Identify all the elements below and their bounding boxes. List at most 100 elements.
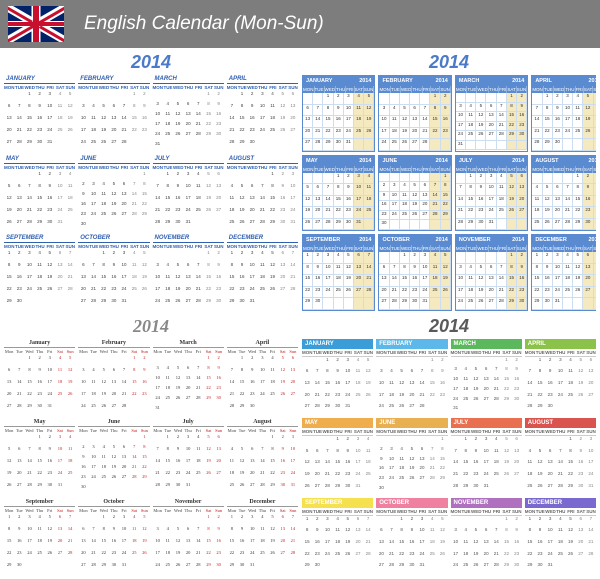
day-grid: 1234567891011121314151617181920212223242… xyxy=(78,514,149,575)
day-grid: 1234567891011121314151617181920212223242… xyxy=(4,514,75,575)
month-name: MARCH xyxy=(451,339,522,349)
month-july: JULYMONTUEWEDTHUFRISATSUN123456789101112… xyxy=(153,155,224,232)
month-name: DECEMBER xyxy=(525,498,596,508)
month-may: MAYMONTUEWEDTHUFRISATSUN1234567891011121… xyxy=(302,418,373,495)
day-headers: MONTUEWEDTHUFRISATSUN xyxy=(376,508,447,516)
day-grid: 1234567891011121314151617181920212223242… xyxy=(532,93,596,151)
day-headers: MONTUEWEDTHUFRISATSUN xyxy=(303,86,374,93)
day-headers: MONTUEWEDTHUFRISATSUN xyxy=(456,245,527,252)
month-december: DecemberMonTueWedThuFriSatSun12345678910… xyxy=(227,498,298,575)
day-grid: 1234567891011121314151617181920212223242… xyxy=(456,252,527,310)
month-name: OCTOBER2014 xyxy=(379,235,450,245)
day-headers: MONTUEWEDTHUFRISATSUN xyxy=(379,166,450,173)
day-grid: 1234567891011121314151617181920212223242… xyxy=(153,250,224,311)
month-name: APRIL2014 xyxy=(532,76,596,86)
month-september: SEPTEMBERMONTUEWEDTHUFRISATSUN1234567891… xyxy=(302,498,373,575)
month-name: FEBRUARY xyxy=(78,75,149,84)
month-name: DECEMBER2014 xyxy=(532,235,596,245)
month-october: OCTOBERMONTUEWEDTHUFRISATSUN123456789101… xyxy=(78,234,149,311)
day-grid: 1234567891011121314151617181920212223242… xyxy=(153,355,224,416)
month-name: JULY2014 xyxy=(456,156,527,166)
month-december: DECEMBERMONTUEWEDTHUFRISATSUN12345678910… xyxy=(227,234,298,311)
day-grid: 1234567891011121314151617181920212223242… xyxy=(78,434,149,495)
day-grid: 1234567891011121314151617181920212223242… xyxy=(456,93,527,151)
month-april: AprilMonTueWedThuFriSatSun12345678910111… xyxy=(227,339,298,416)
month-name: FEBRUARY2014 xyxy=(379,76,450,86)
day-grid: 1234567891011121314151617181920212223242… xyxy=(451,357,522,416)
day-grid: 1234567891011121314151617181920212223242… xyxy=(4,355,75,416)
month-january: JANUARYMONTUEWEDTHUFRISATSUN123456789101… xyxy=(4,75,75,152)
day-grid: 1234567891011121314151617181920212223242… xyxy=(4,434,75,495)
day-grid: 1234567891011121314151617181920212223242… xyxy=(451,436,522,495)
month-name: JUNE xyxy=(376,418,447,428)
month-november: NOVEMBER2014MONTUEWEDTHUFRISATSUN1234567… xyxy=(455,234,528,311)
day-headers: MONTUEWEDTHUFRISATSUN xyxy=(78,243,149,250)
month-march: MarchMonTueWedThuFriSatSun12345678910111… xyxy=(153,339,224,416)
day-grid: 1234567891011121314151617181920212223242… xyxy=(78,355,149,416)
month-name: OCTOBER xyxy=(78,234,149,243)
day-grid: 1234567891011121314151617181920212223242… xyxy=(525,516,596,575)
day-grid: 1234567891011121314151617181920212223242… xyxy=(153,514,224,575)
day-headers: MONTUEWEDTHUFRISATSUN xyxy=(451,349,522,357)
month-name: SEPTEMBER xyxy=(4,234,75,243)
month-february: FEBRUARYMONTUEWEDTHUFRISATSUN12345678910… xyxy=(376,339,447,416)
year-label: 2014 xyxy=(4,52,298,73)
day-grid: 1234567891011121314151617181920212223242… xyxy=(303,173,374,231)
month-name: NOVEMBER2014 xyxy=(456,235,527,245)
day-headers: MONTUEWEDTHUFRISATSUN xyxy=(78,84,149,91)
day-headers: MONTUEWEDTHUFRISATSUN xyxy=(227,164,298,171)
day-grid: 1234567891011121314151617181920212223242… xyxy=(451,516,522,575)
day-grid: 1234567891011121314151617181920212223242… xyxy=(302,436,373,495)
month-name: AUGUST xyxy=(525,418,596,428)
day-grid: 1234567891011121314151617181920212223242… xyxy=(302,357,373,416)
day-grid: 1234567891011121314151617181920212223242… xyxy=(153,434,224,495)
month-name: January xyxy=(4,339,75,348)
month-name: December xyxy=(227,498,298,507)
month-november: NOVEMBERMONTUEWEDTHUFRISATSUN12345678910… xyxy=(153,234,224,311)
month-may: MAYMONTUEWEDTHUFRISATSUN1234567891011121… xyxy=(4,155,75,232)
day-grid: 1234567891011121314151617181920212223242… xyxy=(227,91,298,152)
day-headers: MonTueWedThuFriSatSun xyxy=(4,427,75,434)
day-headers: MonTueWedThuFriSatSun xyxy=(153,507,224,514)
month-name: February xyxy=(78,339,149,348)
day-headers: MONTUEWEDTHUFRISATSUN xyxy=(456,86,527,93)
month-name: JULY xyxy=(153,155,224,164)
month-february: FEBRUARY2014MONTUEWEDTHUFRISATSUN1234567… xyxy=(378,75,451,152)
month-name: MAY xyxy=(302,418,373,428)
month-december: DECEMBERMONTUEWEDTHUFRISATSUN12345678910… xyxy=(525,498,596,575)
calendar-style-c: 2014 JanuaryMonTueWedThuFriSatSun1234567… xyxy=(4,316,298,576)
day-grid: 1234567891011121314151617181920212223242… xyxy=(153,91,224,152)
month-february: FebruaryMonTueWedThuFriSatSun12345678910… xyxy=(78,339,149,416)
month-august: AUGUSTMONTUEWEDTHUFRISATSUN1234567891011… xyxy=(525,418,596,495)
day-headers: MONTUEWEDTHUFRISATSUN xyxy=(4,164,75,171)
day-grid: 1234567891011121314151617181920212223242… xyxy=(4,250,75,311)
month-name: MAY xyxy=(4,155,75,164)
day-grid: 1234567891011121314151617181920212223242… xyxy=(153,171,224,232)
day-headers: MonTueWedThuFriSatSun xyxy=(227,507,298,514)
day-headers: MONTUEWEDTHUFRISATSUN xyxy=(525,428,596,436)
day-grid: 1234567891011121314151617181920212223242… xyxy=(532,252,596,310)
month-name: APRIL xyxy=(525,339,596,349)
year-label: 2014 xyxy=(4,316,298,337)
month-name: JUNE2014 xyxy=(379,156,450,166)
day-grid: 1234567891011121314151617181920212223242… xyxy=(78,171,149,232)
month-august: AUGUSTMONTUEWEDTHUFRISATSUN1234567891011… xyxy=(227,155,298,232)
month-october: OctoberMonTueWedThuFriSatSun123456789101… xyxy=(78,498,149,575)
month-name: MARCH xyxy=(153,75,224,84)
day-grid: 1234567891011121314151617181920212223242… xyxy=(302,516,373,575)
day-headers: MONTUEWEDTHUFRISATSUN xyxy=(153,84,224,91)
month-march: MARCHMONTUEWEDTHUFRISATSUN12345678910111… xyxy=(153,75,224,152)
page-title: English Calendar (Mon-Sun) xyxy=(84,13,324,35)
month-january: JANUARY2014MONTUEWEDTHUFRISATSUN12345678… xyxy=(302,75,375,152)
month-name: APRIL xyxy=(227,75,298,84)
day-grid: 1234567891011121314151617181920212223242… xyxy=(379,252,450,310)
day-grid: 1234567891011121314151617181920212223242… xyxy=(525,436,596,495)
day-headers: MONTUEWEDTHUFRISATSUN xyxy=(379,86,450,93)
day-headers: MONTUEWEDTHUFRISATSUN xyxy=(451,428,522,436)
month-name: OCTOBER xyxy=(376,498,447,508)
month-november: NOVEMBERMONTUEWEDTHUFRISATSUN12345678910… xyxy=(451,498,522,575)
day-grid: 1234567891011121314151617181920212223242… xyxy=(227,171,298,232)
month-june: JuneMonTueWedThuFriSatSun123456789101112… xyxy=(78,418,149,495)
month-october: OCTOBER2014MONTUEWEDTHUFRISATSUN12345678… xyxy=(378,234,451,311)
month-name: JANUARY2014 xyxy=(303,76,374,86)
